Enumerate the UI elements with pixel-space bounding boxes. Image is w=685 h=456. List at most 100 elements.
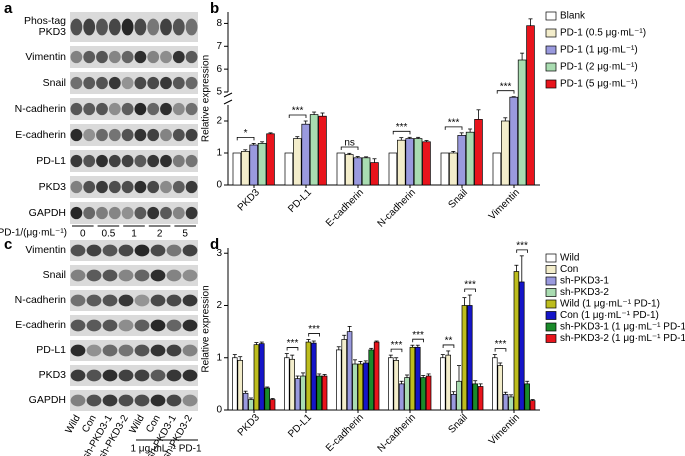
blot-band bbox=[147, 154, 160, 168]
blot-band bbox=[118, 244, 134, 257]
bar bbox=[477, 386, 484, 411]
blot-band bbox=[166, 394, 182, 407]
blot-band bbox=[118, 294, 134, 307]
blot-band bbox=[83, 50, 96, 64]
bar bbox=[346, 331, 353, 411]
lane-label: 0 bbox=[80, 229, 86, 240]
blot-band bbox=[96, 102, 108, 116]
blot-band bbox=[166, 294, 182, 307]
blot-row-label: N-cadherin bbox=[14, 102, 66, 115]
bar bbox=[269, 399, 276, 411]
blot-band bbox=[147, 18, 160, 36]
bar bbox=[301, 123, 310, 186]
blot-band bbox=[70, 394, 86, 407]
y-tick-label: 2 bbox=[216, 116, 222, 127]
significance-bracket bbox=[516, 249, 528, 253]
blot-row-label: E-cadherin bbox=[15, 319, 66, 331]
blot-band bbox=[83, 206, 96, 220]
blot-band bbox=[70, 369, 86, 382]
bar bbox=[474, 119, 483, 186]
blot-band bbox=[134, 102, 147, 116]
blot-band bbox=[96, 180, 108, 194]
lane-title: PD-1/(μg·mL⁻¹) bbox=[0, 228, 67, 239]
blot-band bbox=[185, 206, 198, 220]
blot-band bbox=[172, 206, 185, 220]
blot-band bbox=[70, 18, 83, 36]
blot-band bbox=[121, 206, 134, 220]
blot-band bbox=[83, 128, 96, 142]
bar bbox=[405, 138, 414, 186]
blot-band bbox=[86, 319, 102, 332]
blot-band bbox=[172, 180, 185, 194]
bar bbox=[388, 357, 394, 411]
bar bbox=[257, 143, 267, 186]
bar bbox=[259, 343, 265, 411]
blot-band bbox=[83, 76, 96, 90]
bar bbox=[519, 281, 525, 411]
blot-band bbox=[134, 128, 147, 142]
significance-label: *** bbox=[516, 240, 528, 251]
blot-band bbox=[108, 18, 121, 36]
y-tick-label: 0 bbox=[216, 405, 222, 416]
blot-band bbox=[70, 269, 86, 282]
blot-band bbox=[166, 269, 182, 282]
bar bbox=[404, 377, 410, 411]
bar bbox=[422, 141, 431, 186]
blot-band bbox=[166, 344, 182, 357]
blot-band bbox=[147, 128, 160, 142]
bar bbox=[492, 357, 498, 411]
bar bbox=[508, 396, 514, 411]
blot-strip bbox=[70, 340, 198, 361]
blot-band bbox=[102, 344, 118, 357]
bar bbox=[370, 162, 379, 186]
blot-band bbox=[121, 154, 134, 168]
blot-band bbox=[172, 128, 185, 142]
bar bbox=[440, 357, 446, 411]
significance-bracket bbox=[390, 348, 403, 353]
blot-band bbox=[108, 76, 121, 90]
bar bbox=[497, 365, 503, 411]
legend-swatch bbox=[545, 299, 557, 309]
bar bbox=[294, 378, 301, 411]
blot-band bbox=[134, 394, 150, 407]
blot-row-label: GAPDH bbox=[28, 206, 66, 219]
blot-band bbox=[86, 294, 102, 307]
significance-label: ns bbox=[344, 138, 355, 149]
blot-band bbox=[83, 154, 96, 168]
bar bbox=[284, 357, 290, 411]
blot-row-label: Phos-tag PKD3 bbox=[23, 15, 66, 38]
significance-label: *** bbox=[308, 324, 320, 335]
significance-bracket bbox=[464, 288, 476, 293]
bar bbox=[361, 157, 371, 186]
bar bbox=[305, 341, 312, 411]
bar bbox=[526, 25, 535, 186]
blot-band bbox=[182, 369, 198, 382]
significance-bracket bbox=[392, 130, 411, 135]
bar bbox=[409, 346, 416, 411]
significance-bracket bbox=[496, 90, 515, 94]
significance-label: * bbox=[244, 128, 248, 139]
blot-band bbox=[166, 244, 182, 257]
blot-row-label: PKD3 bbox=[38, 180, 66, 193]
blot-band bbox=[185, 76, 198, 90]
blot-row-label: Vimentin bbox=[25, 50, 66, 63]
blot-band bbox=[134, 50, 147, 64]
x-tick-label: E-cadherin bbox=[324, 412, 366, 454]
blot-row-label: GAPDH bbox=[28, 394, 66, 406]
bar bbox=[440, 152, 450, 186]
lane-label: Wild bbox=[64, 413, 83, 435]
blot-row-label: Snail bbox=[42, 76, 66, 89]
panel-label: a bbox=[4, 0, 13, 17]
y-tick-label: 7 bbox=[216, 41, 222, 52]
bar bbox=[529, 400, 536, 411]
bar bbox=[461, 305, 468, 411]
significance-label: *** bbox=[495, 339, 507, 350]
blot-band bbox=[118, 344, 134, 357]
blot-band bbox=[166, 369, 182, 382]
blot-band bbox=[182, 269, 198, 282]
blot-band bbox=[134, 319, 150, 332]
blot-band bbox=[185, 18, 198, 36]
blot-band bbox=[134, 206, 147, 220]
significance-label: *** bbox=[391, 340, 403, 351]
